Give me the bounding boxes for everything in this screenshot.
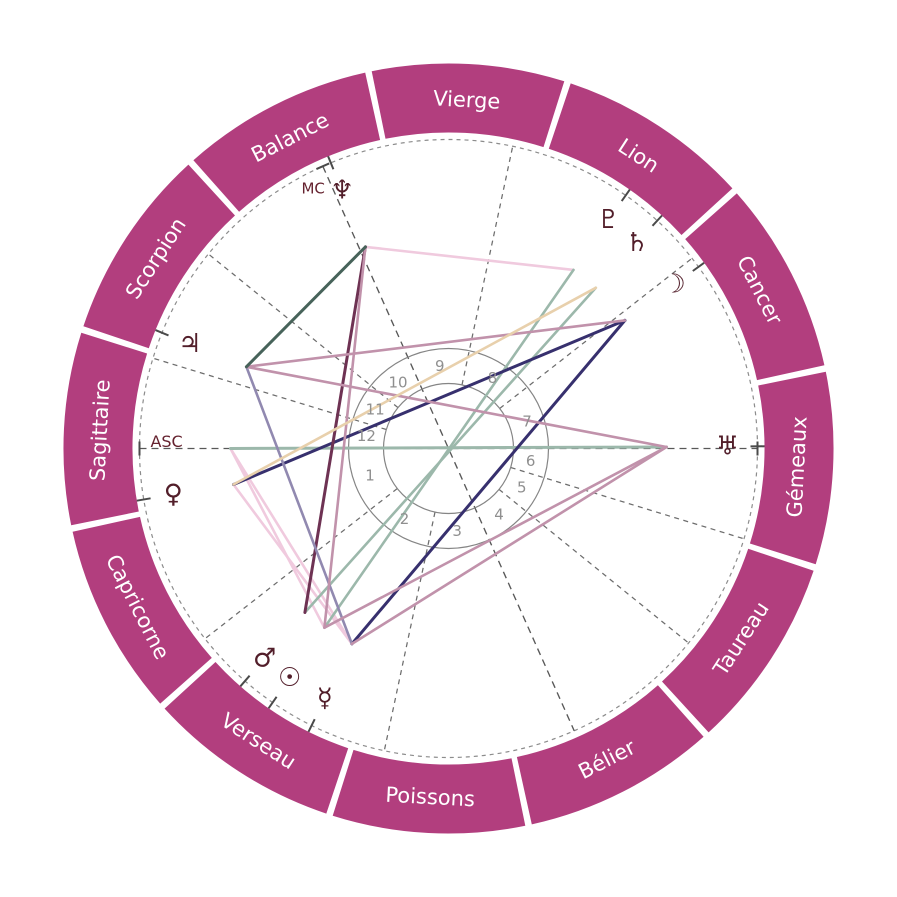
zodiac-segment-9 [63, 332, 148, 526]
aspect-line-sun-uranus [323, 445, 668, 630]
saturn-degree-tick [651, 214, 663, 227]
house-cusp-line-2 [498, 488, 689, 644]
mercury-degree-tick [307, 718, 316, 733]
zodiac-segment-3 [749, 371, 834, 565]
aspect-line-neptune-pluto [364, 245, 575, 272]
house-cusp-line-5 [461, 146, 514, 386]
aspect-line-sun-neptune [323, 245, 367, 630]
zodiac-label-0: Vierge [433, 86, 501, 113]
moon-glyph-icon: ☽ [663, 270, 686, 300]
zodiac-segment-7 [164, 662, 349, 814]
zodiac-segment-2 [685, 193, 825, 381]
zodiac-segment-1 [548, 83, 733, 236]
house-number-7: 7 [522, 413, 532, 431]
sun-glyph-icon: ☉ [278, 663, 301, 693]
zodiac-segment-11 [193, 72, 381, 212]
house-number-8: 8 [488, 369, 498, 387]
house-number-10: 10 [388, 374, 407, 392]
house-cusp-line-1 [383, 511, 436, 751]
axis-end-cap-2 [315, 162, 330, 171]
zodiac-label-6: Poissons [385, 783, 476, 812]
pluto-glyph-icon: ♇ [597, 205, 620, 235]
aspect-line-sun-pluto [323, 268, 575, 630]
aspect-line-mercury-uranus [350, 445, 668, 646]
moon-degree-tick [692, 261, 705, 272]
house-number-2: 2 [400, 510, 410, 528]
house-number-11: 11 [366, 401, 385, 419]
pluto-degree-tick [620, 189, 631, 202]
sun-degree-tick [267, 696, 278, 709]
aspect-line-venus-saturn [232, 286, 598, 486]
mc-label: MC [301, 180, 324, 198]
zodiac-label-9: Sagittaire [85, 379, 114, 482]
jupiter-degree-tick [155, 329, 169, 337]
asc-label: ASC [150, 432, 182, 451]
aspect-line-jupiter-moon [245, 319, 627, 369]
aspect-line-jupiter-neptune [244, 245, 367, 369]
house-number-4: 4 [494, 505, 504, 523]
zodiac-label-3: Gémeaux [782, 416, 811, 518]
uranus-glyph-icon: ♅ [716, 432, 739, 462]
zodiac-segment-10 [83, 164, 236, 349]
mercury-glyph-icon: ☿ [317, 684, 333, 714]
mars-glyph-icon: ♂ [253, 643, 276, 673]
zodiac-segment-8 [72, 516, 212, 704]
zodiac-segment-6 [332, 749, 526, 834]
saturn-glyph-icon: ♄ [625, 228, 648, 258]
neptune-glyph-icon: ♆ [331, 176, 354, 206]
house-cusp-line-4 [499, 257, 693, 409]
mars-degree-tick [239, 675, 251, 687]
zodiac-segment-0 [371, 63, 565, 148]
aspect-line-jupiter-uranus [245, 365, 668, 449]
house-cusp-line-3 [510, 466, 745, 540]
neptune-degree-tick [327, 155, 335, 170]
aspect-line-jupiter-mercury [245, 365, 354, 646]
house-cusp-line-6 [208, 253, 399, 409]
venus-glyph-icon: ♀ [164, 480, 183, 510]
zodiac-segment-4 [662, 548, 814, 733]
venus-degree-tick [136, 497, 151, 502]
aspect-line-mars-saturn [303, 286, 598, 614]
house-number-6: 6 [526, 452, 536, 470]
jupiter-glyph-icon: ♃ [178, 329, 201, 359]
zodiac-segment-5 [516, 685, 704, 825]
house-number-3: 3 [452, 522, 462, 540]
house-number-12: 12 [357, 427, 376, 445]
aspect-line-asc-mercury [229, 447, 354, 646]
house-cusp-line-0 [204, 488, 398, 640]
house-number-9: 9 [435, 357, 445, 375]
house-number-5: 5 [517, 479, 527, 497]
house-number-1: 1 [365, 467, 375, 485]
